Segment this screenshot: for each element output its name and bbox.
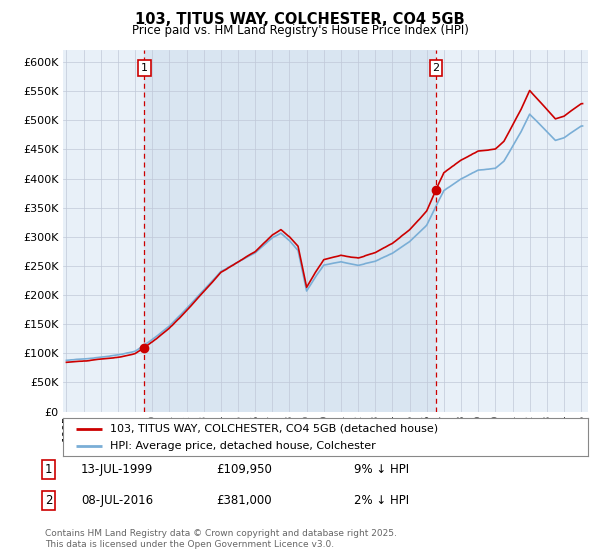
Text: 9% ↓ HPI: 9% ↓ HPI bbox=[354, 463, 409, 476]
Text: 103, TITUS WAY, COLCHESTER, CO4 5GB: 103, TITUS WAY, COLCHESTER, CO4 5GB bbox=[135, 12, 465, 27]
Bar bbox=[145, 50, 436, 412]
Text: 2% ↓ HPI: 2% ↓ HPI bbox=[354, 493, 409, 507]
Text: 08-JUL-2016: 08-JUL-2016 bbox=[81, 493, 153, 507]
Text: £381,000: £381,000 bbox=[216, 493, 272, 507]
Text: Price paid vs. HM Land Registry's House Price Index (HPI): Price paid vs. HM Land Registry's House … bbox=[131, 24, 469, 36]
Text: 103, TITUS WAY, COLCHESTER, CO4 5GB (detached house): 103, TITUS WAY, COLCHESTER, CO4 5GB (det… bbox=[110, 423, 439, 433]
Text: 2: 2 bbox=[433, 63, 440, 73]
Text: 13-JUL-1999: 13-JUL-1999 bbox=[81, 463, 154, 476]
Text: HPI: Average price, detached house, Colchester: HPI: Average price, detached house, Colc… bbox=[110, 441, 376, 451]
Text: Contains HM Land Registry data © Crown copyright and database right 2025.
This d: Contains HM Land Registry data © Crown c… bbox=[45, 529, 397, 549]
Text: 1: 1 bbox=[141, 63, 148, 73]
Text: £109,950: £109,950 bbox=[216, 463, 272, 476]
Text: 2: 2 bbox=[45, 493, 53, 507]
Text: 1: 1 bbox=[45, 463, 53, 476]
